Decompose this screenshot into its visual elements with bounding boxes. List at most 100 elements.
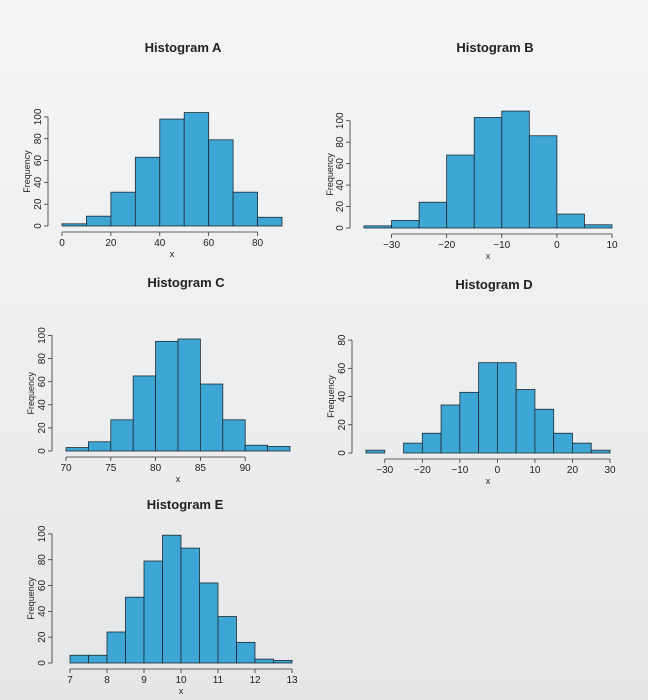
histogram-bar [473,117,503,229]
x-tick-label: 10 [606,240,618,251]
y-axis-label: Frequency [26,372,36,415]
x-tick-label: 0 [554,240,560,251]
x-tick-label: 85 [195,463,207,474]
y-tick-label: 80 [33,133,44,145]
x-tick-label: 80 [252,238,264,249]
chart-title: Histogram E [147,497,224,512]
histogram-panel-2: Histogram B −30 −20 −10 0 10 x 0 20 40 60 80 100 Freq… [325,40,618,261]
histogram-bar [365,449,386,454]
chart-title: Histogram A [145,40,222,55]
y-tick-label: 100 [37,327,48,344]
histogram-bar [584,224,613,229]
y-tick-label: 60 [335,158,346,170]
y-tick-label: 20 [33,198,44,210]
histogram-bar [515,389,536,454]
x-tick-label: 80 [150,463,162,474]
histogram-bar [132,375,156,452]
y-axis-label: Frequency [22,150,32,193]
histogram-bar [403,442,423,454]
histogram-bar [143,560,163,664]
y-axis-label: Frequency [325,153,335,196]
histogram-bar [273,660,293,664]
x-axis-label: x [486,251,491,261]
x-tick-label: 13 [286,675,298,686]
histogram-bar [236,641,256,664]
histogram-bar [217,616,237,664]
x-tick-label: 40 [154,238,166,249]
y-tick-label: 80 [337,334,348,346]
histogram-bar [534,408,555,454]
histogram-bar [69,654,89,664]
histogram-bar [556,213,585,229]
y-tick-label: 20 [337,419,348,431]
histogram-bar [125,596,145,664]
x-axis-label: x [170,249,175,259]
x-tick-label: 8 [104,675,110,686]
histogram-bar [590,449,611,454]
x-tick-label: 0 [59,238,65,249]
histogram-bar [177,338,201,452]
y-tick-label: 100 [37,525,48,542]
histogram-bar [88,654,108,664]
histogram-bar [208,139,234,227]
histogram-bar [110,419,134,452]
histogram-bar [65,447,89,452]
y-tick-label: 80 [37,554,48,566]
histogram-bar [478,362,498,454]
histogram-bar [106,631,126,664]
x-tick-label: 70 [60,463,72,474]
y-tick-label: 40 [335,179,346,191]
y-tick-label: 20 [37,631,48,643]
y-tick-label: 60 [37,376,48,388]
y-tick-label: 0 [33,223,44,229]
x-tick-label: 9 [141,675,147,686]
histogram-bar [418,201,448,229]
histogram-bar [257,216,283,227]
y-tick-label: 60 [33,155,44,167]
x-axis-label: x [176,474,181,484]
histogram-bar [501,110,530,229]
histogram-bar [134,156,161,227]
chart-title: Histogram C [147,275,225,290]
y-tick-label: 100 [33,108,44,125]
histogram-panel-5: Histogram E 7 8 9 10 11 12 13 x 0 20 40 60 80 100 Frequ… [26,497,298,696]
x-tick-label: 10 [529,465,541,476]
x-tick-label: 0 [495,465,501,476]
x-tick-label: −30 [383,240,400,251]
y-tick-label: 60 [337,362,348,374]
y-tick-label: 40 [37,605,48,617]
x-tick-label: −10 [451,465,468,476]
y-tick-label: 60 [37,580,48,592]
histogram-bar [159,118,185,227]
histogram-bar [446,154,475,229]
x-axis-label: x [486,476,491,486]
y-axis-label: Frequency [26,577,36,620]
x-tick-label: 20 [567,465,579,476]
x-tick-label: 11 [213,675,224,686]
histogram-bar [86,215,112,227]
x-tick-label: 7 [67,675,73,686]
x-tick-label: −20 [438,240,455,251]
histogram-bar [222,419,246,452]
x-tick-label: 90 [240,463,252,474]
y-tick-label: 80 [335,136,346,148]
y-tick-label: 0 [37,448,48,454]
chart-title: Histogram D [455,277,532,292]
x-axis-label: x [179,686,184,696]
x-tick-label: 75 [105,463,117,474]
y-tick-label: 80 [37,353,48,365]
y-tick-label: 0 [337,450,348,456]
y-tick-label: 0 [335,225,346,231]
x-tick-label: −30 [376,465,393,476]
histogram-bar [440,404,461,454]
y-tick-label: 20 [335,201,346,213]
histogram-bar [421,432,442,454]
y-tick-label: 40 [337,391,348,403]
histogram-bar [528,135,558,229]
y-tick-label: 0 [37,660,48,666]
histogram-bar [199,582,219,664]
histogram-bar [110,191,136,227]
histogram-panel-4: Histogram D−30 −20 −10 0 10 20 30x020406080Fre… [326,277,616,486]
histogram-bar [572,442,592,454]
